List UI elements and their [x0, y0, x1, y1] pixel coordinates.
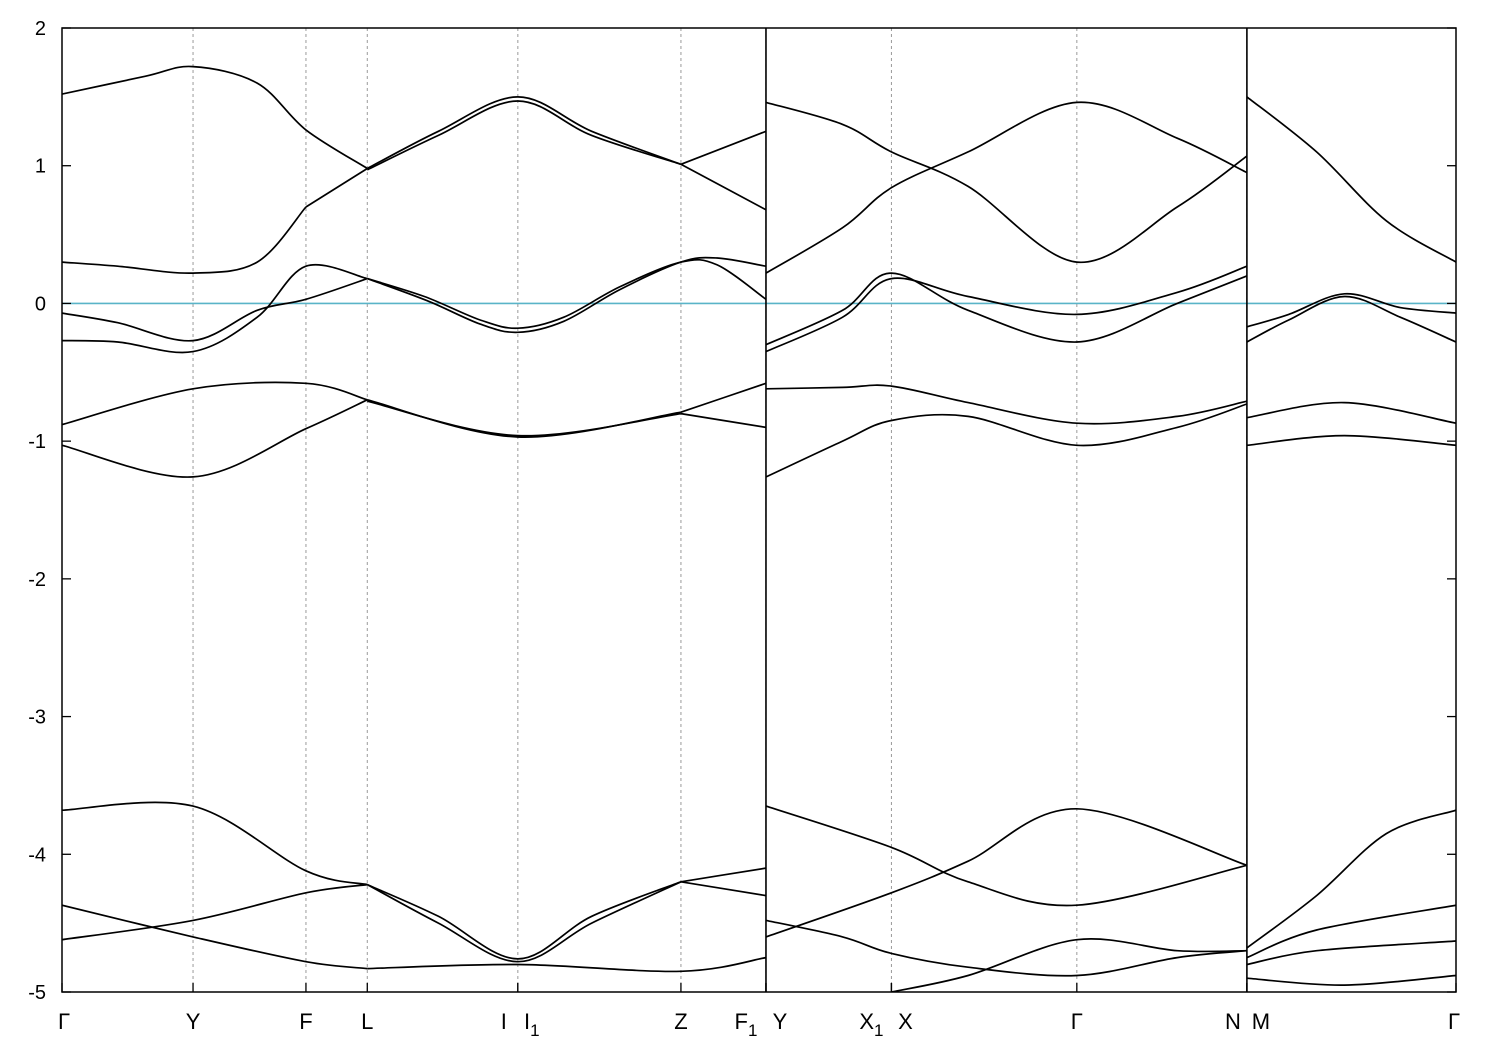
- y-tick-label: 2: [35, 18, 46, 40]
- k-point-label-subscript: 1: [748, 1021, 757, 1040]
- y-tick-label: -1: [28, 431, 46, 453]
- band-line: [680, 382, 767, 414]
- k-point-label: M: [1252, 1009, 1270, 1034]
- band-line: [62, 277, 368, 342]
- k-point-label: F: [299, 1009, 312, 1034]
- band-line: [1246, 434, 1456, 447]
- band-line: [765, 265, 1248, 353]
- band-line: [367, 400, 682, 437]
- k-point-label: Y: [186, 1009, 201, 1034]
- k-point-label: Γ: [1071, 1009, 1083, 1034]
- k-point-label: I1: [524, 1009, 540, 1040]
- band-line: [680, 163, 767, 211]
- band-line: [1246, 974, 1456, 986]
- band-line: [62, 883, 368, 941]
- band-line: [680, 412, 767, 429]
- band-line: [1246, 292, 1456, 328]
- plot-border: [61, 27, 1457, 993]
- k-point-label-subscript: 1: [530, 1021, 539, 1040]
- band-line: [765, 805, 1248, 907]
- k-point-label-subscript: 1: [874, 1021, 883, 1040]
- plot-frame: [61, 27, 1457, 993]
- band-line: [765, 101, 1248, 263]
- band-line: [366, 100, 682, 171]
- band-line: [1246, 96, 1456, 263]
- y-tick-label: -3: [28, 707, 46, 729]
- band-line: [62, 65, 368, 170]
- k-point-label: L: [361, 1009, 373, 1034]
- band-line: [1246, 940, 1456, 966]
- k-point-label: X: [898, 1009, 913, 1034]
- band-line: [680, 880, 767, 897]
- y-tick-label: -5: [28, 982, 46, 1004]
- band-line: [765, 272, 1248, 346]
- k-point-label: F1: [735, 1009, 758, 1040]
- y-tick-label: 1: [35, 156, 46, 178]
- band-line: [62, 264, 368, 354]
- band-line: [366, 881, 682, 963]
- y-tick-label: -4: [28, 844, 46, 866]
- k-point-label: Γ: [1448, 1009, 1460, 1034]
- grid-layer: [192, 28, 1248, 992]
- k-point-label: Y: [773, 1009, 788, 1034]
- band-line: [366, 96, 682, 170]
- band-line: [891, 938, 1247, 992]
- y-axis: 2 1 0 -1 -2 -3 -4 -5: [28, 18, 1456, 1004]
- band-line: [367, 956, 767, 973]
- band-line: [366, 881, 682, 960]
- band-line: [765, 403, 1248, 478]
- y-tick-label: -2: [28, 569, 46, 591]
- band-line: [367, 258, 767, 330]
- band-line: [367, 398, 682, 438]
- band-line: [62, 206, 307, 274]
- band-line: [367, 256, 767, 334]
- band-line: [62, 381, 368, 426]
- bands-layer: [62, 65, 1456, 992]
- band-line: [62, 399, 368, 478]
- band-line: [765, 101, 1248, 274]
- k-point-label: I: [501, 1009, 507, 1034]
- band-line: [765, 919, 1247, 977]
- band-line: [1246, 809, 1456, 949]
- k-point-label: Γ: [58, 1009, 70, 1034]
- k-point-label: Z: [674, 1009, 687, 1034]
- band-line: [765, 807, 1248, 938]
- k-point-label: N: [1225, 1009, 1241, 1034]
- y-tick-label: 0: [35, 293, 46, 315]
- band-line: [1246, 904, 1456, 959]
- band-line: [1246, 401, 1456, 425]
- band-line: [1246, 295, 1456, 343]
- band-line: [305, 167, 368, 208]
- k-point-label: X1: [859, 1009, 883, 1040]
- band-line: [62, 801, 368, 886]
- band-line: [62, 904, 368, 970]
- band-line: [680, 130, 767, 166]
- band-line: [765, 384, 1248, 425]
- x-axis: Γ Y F L I I1 Z F1 Y X1 X Γ N M Γ: [58, 983, 1460, 1040]
- band-line: [680, 867, 767, 883]
